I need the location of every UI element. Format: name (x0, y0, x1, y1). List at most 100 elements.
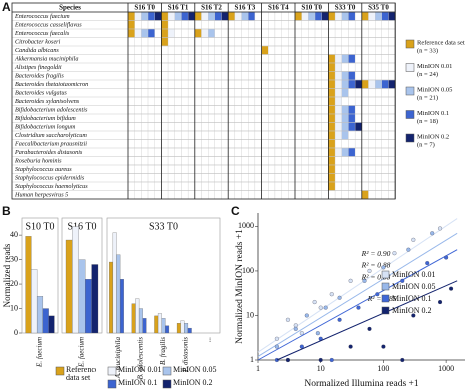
heatmap-cell (294, 62, 302, 72)
heatmap-cell (361, 45, 369, 55)
y-tick-label: 40 (10, 230, 18, 239)
heatmap-cell (221, 147, 229, 157)
heatmap-cell (208, 156, 215, 166)
heatmap-cell (294, 45, 302, 55)
heatmap-cell (254, 62, 262, 72)
heatmap-cell (268, 122, 276, 132)
heatmap-cell (388, 28, 396, 38)
heatmap-cell (341, 139, 349, 149)
heatmap-cell (294, 71, 302, 81)
heatmap-cell (354, 139, 362, 149)
heatmap-cell (321, 62, 329, 72)
heatmap-cell (167, 173, 175, 183)
heatmap-cell (208, 71, 215, 81)
heatmap-cell (141, 139, 149, 149)
heatmap-cell (201, 130, 209, 140)
heatmap-cell (187, 45, 195, 55)
heatmap-cell (381, 11, 389, 21)
heatmap-cell (167, 147, 175, 157)
heatmap-cell (288, 190, 296, 200)
heatmap-cell (354, 147, 362, 157)
heatmap-cell (127, 181, 135, 191)
bar (184, 323, 189, 334)
heatmap-cell (381, 45, 389, 55)
heatmap-cell (141, 130, 149, 140)
heatmap-cell (154, 122, 162, 132)
heatmap-cell (354, 122, 362, 132)
legend-label: MinION 0.05 (173, 366, 217, 374)
heatmap-cell (154, 156, 162, 166)
heatmap-cell (381, 173, 389, 183)
legend-swatch (107, 379, 117, 389)
heatmap-cell (254, 105, 262, 115)
heatmap-cell (221, 11, 229, 21)
point (285, 357, 290, 363)
heatmap-cell (328, 190, 336, 200)
heatmap-cell (194, 105, 202, 115)
heatmap-cell (147, 79, 155, 89)
heatmap-cell (268, 88, 276, 98)
x-tick-label: E. faecium (78, 337, 86, 368)
heatmap-cell (208, 45, 215, 55)
heatmap-cell (208, 96, 215, 106)
heatmap-cell (167, 28, 175, 38)
legend-swatch (381, 306, 390, 315)
heatmap-cell (301, 79, 309, 89)
heatmap-cell (194, 139, 202, 149)
heatmap-cell (361, 71, 369, 81)
heatmap-cell (341, 181, 349, 191)
heatmap-cell (328, 147, 336, 157)
heatmap-cell (354, 79, 362, 89)
heatmap-cell (194, 156, 202, 166)
heatmap-cell (348, 28, 356, 38)
heatmap-cell (301, 164, 309, 174)
fit-label: R² = 0.90 (361, 249, 391, 258)
y-tick-label: 100 (242, 266, 254, 275)
heatmap-cell (234, 45, 242, 55)
heatmap-cell (341, 71, 349, 81)
heatmap-cell (301, 156, 309, 166)
legend-swatch (162, 366, 172, 376)
heatmap-cell (147, 130, 155, 140)
group-label: S16 T1 (168, 4, 189, 12)
heatmap-cell (248, 147, 256, 157)
heatmap-cell (281, 54, 289, 64)
heatmap-cell (301, 88, 309, 98)
legend-swatch (381, 294, 390, 303)
species-label: Akkermansia muciniphila (14, 56, 78, 63)
legend-label: MinION 0.05 (392, 282, 436, 291)
heatmap-cell (221, 173, 229, 183)
heatmap-cell (334, 105, 342, 115)
heatmap-cell (181, 156, 189, 166)
heatmap-cell (134, 139, 142, 149)
heatmap-cell (167, 54, 175, 64)
bar (65, 239, 73, 334)
heatmap-cell (361, 130, 369, 140)
legend-swatch (55, 366, 65, 376)
species-label: Bacteroides xylanisolvens (15, 98, 80, 105)
heatmap-cell (254, 190, 262, 200)
group-label: S33 T0 (335, 4, 356, 12)
heatmap-cell (127, 130, 135, 140)
heatmap-cell (274, 156, 282, 166)
bar (165, 325, 170, 334)
heatmap-cell (334, 122, 342, 132)
heatmap-cell (234, 54, 242, 64)
heatmap-cell (361, 79, 369, 89)
heatmap-cell (201, 54, 209, 64)
heatmap-cell (127, 96, 135, 106)
heatmap-cell (348, 190, 356, 200)
heatmap-cell (208, 88, 215, 98)
heatmap-cell (368, 71, 376, 81)
heatmap-cell (127, 105, 135, 115)
heatmap-cell (261, 113, 269, 123)
heatmap-cell (368, 139, 376, 149)
fit-label: R² = 0.88 (361, 260, 391, 269)
heatmap-cell (261, 28, 269, 38)
heatmap-cell (361, 28, 369, 38)
heatmap-cell (241, 28, 249, 38)
heatmap-cell (368, 113, 376, 123)
heatmap-cell (214, 79, 222, 89)
row-header: Species (59, 4, 81, 12)
heatmap-cell (314, 37, 322, 47)
